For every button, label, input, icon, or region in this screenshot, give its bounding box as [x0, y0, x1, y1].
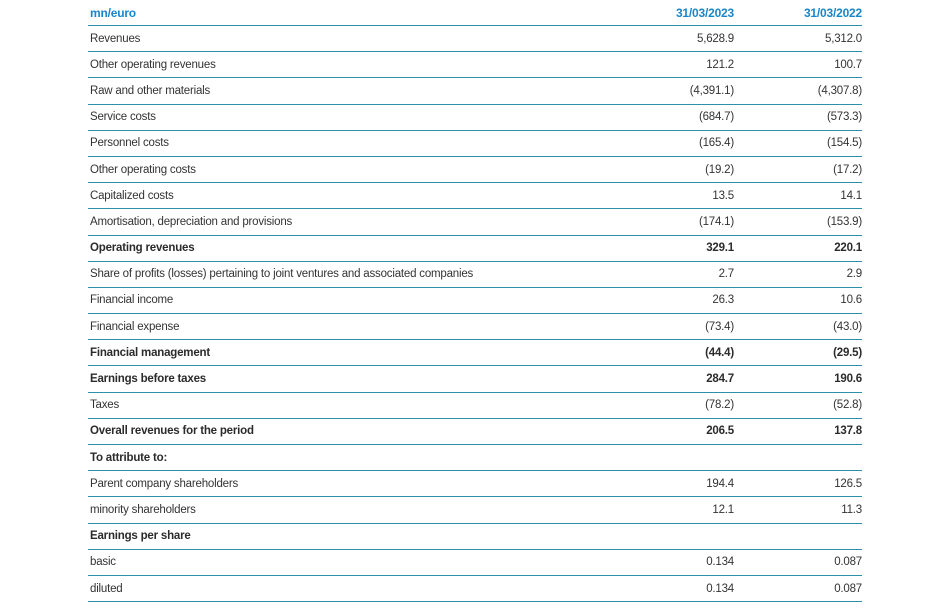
table-body: Revenues 5,628.9 5,312.0 Other operating re…	[88, 26, 862, 603]
value-2023: 13.5	[712, 189, 734, 202]
row-label: Share of profits (losses) pertaining to …	[90, 268, 474, 281]
value-2022: 10.6	[840, 294, 862, 307]
row-label: Operating revenues	[90, 242, 195, 255]
row-label: diluted	[90, 582, 123, 595]
table-row: diluted 0.134 0.087	[88, 576, 862, 603]
value-2023: 284.7	[706, 373, 734, 386]
table-row: Amortisation, depreciation and provision…	[88, 209, 862, 236]
value-2023: 12.1	[712, 503, 734, 516]
value-2023: (165.4)	[698, 137, 734, 150]
table-row: Taxes (78.2) (52.8)	[88, 393, 862, 419]
income-statement-table: mn/euro 31/03/2023 31/03/2022 Revenues 5,…	[88, 0, 862, 603]
row-label: Revenues	[90, 32, 141, 45]
value-2022: 2.9	[846, 268, 863, 281]
table-row: Financial management (44.4) (29.5)	[88, 340, 862, 367]
value-2022: 220.1	[834, 242, 862, 255]
value-2022: (573.3)	[826, 111, 862, 124]
table-row: basic 0.134 0.087	[88, 550, 862, 576]
table-row: Revenues 5,628.9 5,312.0	[88, 26, 862, 53]
row-label: Taxes	[90, 399, 120, 412]
row-label: To attribute to:	[90, 451, 168, 464]
table-row: Earnings per share	[88, 524, 862, 550]
table-row: Earnings before taxes 284.7 190.6	[88, 366, 862, 393]
row-label: Earnings per share	[90, 530, 191, 543]
table-row: Capitalized costs 13.5 14.1	[88, 183, 862, 210]
row-label: Other operating revenues	[90, 58, 216, 71]
value-2022: 126.5	[834, 477, 862, 490]
value-2022: (4,307.8)	[817, 84, 862, 97]
value-2023: 2.7	[718, 268, 735, 281]
table-row: Financial income 26.3 10.6	[88, 288, 862, 315]
row-label: Financial management	[90, 346, 210, 359]
value-2022: 137.8	[834, 425, 862, 438]
row-label: Amortisation, depreciation and provision…	[90, 215, 293, 228]
row-label: minority shareholders	[90, 503, 196, 516]
value-2023: (174.1)	[698, 215, 734, 228]
table-row: Overall revenues for the period 206.5 137.…	[88, 419, 862, 445]
table-row: Parent company shareholders 194.4 126.5	[88, 471, 862, 498]
value-2023: 26.3	[712, 294, 734, 307]
table-row: Operating revenues 329.1 220.1	[88, 236, 862, 262]
table-header-row: mn/euro 31/03/2023 31/03/2022	[88, 0, 862, 26]
column-header-2023: 31/03/2023	[675, 5, 734, 20]
value-2023: (4,391.1)	[689, 84, 734, 97]
value-2022: 100.7	[834, 58, 862, 71]
value-2022: 14.1	[840, 189, 862, 202]
table-row: Other operating revenues 121.2 100.7	[88, 52, 862, 79]
value-2023: 121.2	[706, 58, 734, 71]
value-2023: 206.5	[706, 425, 734, 438]
row-label: Raw and other materials	[90, 84, 211, 97]
value-2023: 0.134	[706, 582, 734, 595]
value-2023: 329.1	[706, 242, 734, 255]
column-header-2022: 31/03/2022	[803, 5, 862, 20]
row-label: Earnings before taxes	[90, 373, 206, 386]
value-2022: 0.087	[834, 582, 862, 595]
value-2023: 194.4	[706, 477, 734, 490]
table-row: To attribute to:	[88, 445, 862, 472]
row-label: Overall revenues for the period	[90, 425, 254, 438]
row-label: Other operating costs	[90, 163, 196, 176]
row-label: Financial income	[90, 294, 174, 307]
table-row: Financial expense (73.4) (43.0)	[88, 314, 862, 341]
table-row: minority shareholders 12.1 11.3	[88, 497, 862, 524]
table-row: Other operating costs (19.2) (17.2)	[88, 157, 862, 184]
value-2022: (153.9)	[826, 215, 862, 228]
table-row: Share of profits (losses) pertaining to …	[88, 262, 862, 288]
row-label: Financial expense	[90, 320, 180, 333]
value-2023: (19.2)	[705, 163, 734, 176]
value-2023: 0.134	[706, 556, 734, 569]
row-label: Capitalized costs	[90, 189, 174, 202]
unit-header: mn/euro	[90, 5, 136, 20]
value-2023: (44.4)	[705, 346, 734, 359]
value-2023: (78.2)	[705, 399, 734, 412]
value-2023: 5,628.9	[697, 32, 734, 45]
value-2022: 0.087	[834, 556, 862, 569]
value-2022: (43.0)	[833, 320, 862, 333]
table-row: Service costs (684.7) (573.3)	[88, 105, 862, 131]
table-row: Raw and other materials (4,391.1) (4,307.8…	[88, 78, 862, 105]
row-label: Personnel costs	[90, 137, 169, 150]
table-row: Personnel costs (165.4) (154.5)	[88, 131, 862, 157]
value-2022: (154.5)	[826, 137, 862, 150]
value-2022: (17.2)	[833, 163, 862, 176]
row-label: Service costs	[90, 111, 156, 124]
value-2022: 190.6	[834, 373, 862, 386]
row-label: basic	[90, 556, 116, 569]
value-2023: (73.4)	[705, 320, 734, 333]
value-2022: 11.3	[841, 503, 862, 516]
value-2023: (684.7)	[698, 111, 734, 124]
value-2022: 5,312.0	[825, 32, 862, 45]
value-2022: (52.8)	[833, 399, 862, 412]
row-label: Parent company shareholders	[90, 477, 239, 490]
value-2022: (29.5)	[833, 346, 862, 359]
